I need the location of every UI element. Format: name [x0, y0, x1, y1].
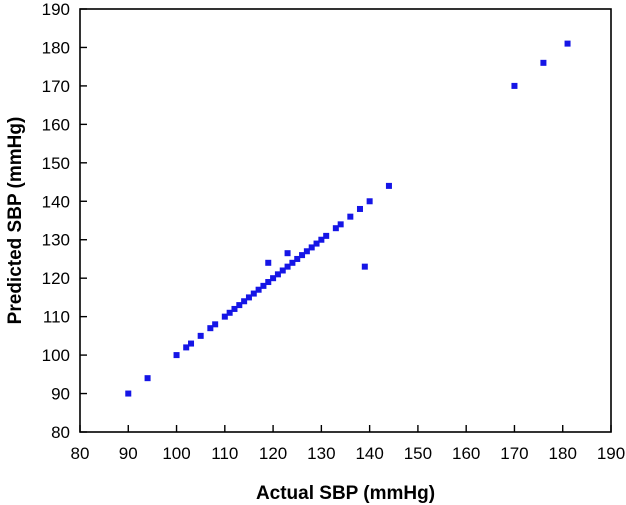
data-point	[299, 252, 306, 259]
data-point	[332, 225, 339, 232]
data-point	[207, 325, 214, 332]
data-point	[308, 244, 315, 251]
data-point	[265, 259, 272, 266]
data-point	[212, 321, 219, 328]
x-tick-label: 100	[162, 444, 190, 463]
x-axis-ticks: 80 90 100 110 120 130 140 150 160 170 180 190	[71, 425, 625, 463]
data-point	[385, 182, 392, 189]
x-tick-label: 130	[307, 444, 335, 463]
x-tick-label: 110	[211, 444, 238, 463]
data-point	[279, 267, 286, 274]
x-tick-label: 160	[452, 444, 480, 463]
y-tick-label: 170	[42, 77, 70, 96]
x-tick-label: 140	[355, 444, 383, 463]
data-point	[361, 263, 368, 270]
data-point	[245, 294, 252, 301]
data-point	[236, 302, 243, 309]
y-tick-label: 80	[51, 423, 70, 442]
x-tick-label: 170	[500, 444, 528, 463]
x-tick-label: 120	[259, 444, 287, 463]
y-tick-label: 180	[42, 38, 70, 57]
data-point	[183, 344, 190, 351]
y-tick-label: 160	[42, 115, 70, 134]
x-tick-label: 90	[119, 444, 138, 463]
x-tick-label: 80	[71, 444, 90, 463]
x-tick-label: 180	[549, 444, 577, 463]
data-point	[294, 255, 301, 262]
y-tick-label: 110	[43, 308, 70, 327]
data-point	[173, 352, 180, 359]
data-point	[260, 282, 267, 289]
data-point	[564, 40, 571, 47]
data-point	[284, 250, 291, 257]
data-point	[303, 248, 310, 255]
data-point	[366, 198, 373, 205]
data-point	[144, 375, 151, 382]
data-point	[289, 259, 296, 266]
data-point	[274, 271, 281, 278]
y-axis-title: Predicted SBP (mmHg)	[5, 117, 26, 325]
data-point	[347, 213, 354, 220]
data-point	[231, 305, 238, 312]
data-point	[337, 221, 344, 228]
data-point	[125, 390, 132, 397]
y-tick-label: 130	[42, 231, 70, 250]
data-point	[318, 236, 325, 243]
data-point	[265, 279, 272, 286]
data-point	[284, 263, 291, 270]
y-tick-label: 140	[42, 192, 70, 211]
x-tick-label: 190	[597, 444, 625, 463]
y-tick-label: 100	[42, 346, 70, 365]
x-axis-title: Actual SBP (mmHg)	[256, 483, 435, 504]
data-point	[197, 332, 204, 339]
x-tick-label: 150	[404, 444, 432, 463]
y-tick-label: 150	[42, 154, 70, 173]
data-point	[255, 286, 262, 293]
data-point	[226, 309, 233, 316]
data-point	[221, 313, 228, 320]
data-points	[125, 40, 571, 397]
data-point	[540, 59, 547, 66]
data-point	[188, 340, 195, 347]
data-point	[511, 82, 518, 89]
plot-frame	[79, 8, 612, 433]
data-point	[270, 275, 277, 282]
data-point	[241, 298, 248, 305]
y-axis-ticks: 80 90 100 110 120 130 140 150 160 170 180 190	[42, 0, 87, 442]
y-tick-label: 190	[42, 0, 70, 19]
data-point	[323, 232, 330, 239]
data-point	[356, 205, 363, 212]
y-tick-label: 90	[51, 385, 70, 404]
data-point	[313, 240, 320, 247]
data-point	[250, 290, 257, 297]
y-tick-label: 120	[42, 269, 70, 288]
